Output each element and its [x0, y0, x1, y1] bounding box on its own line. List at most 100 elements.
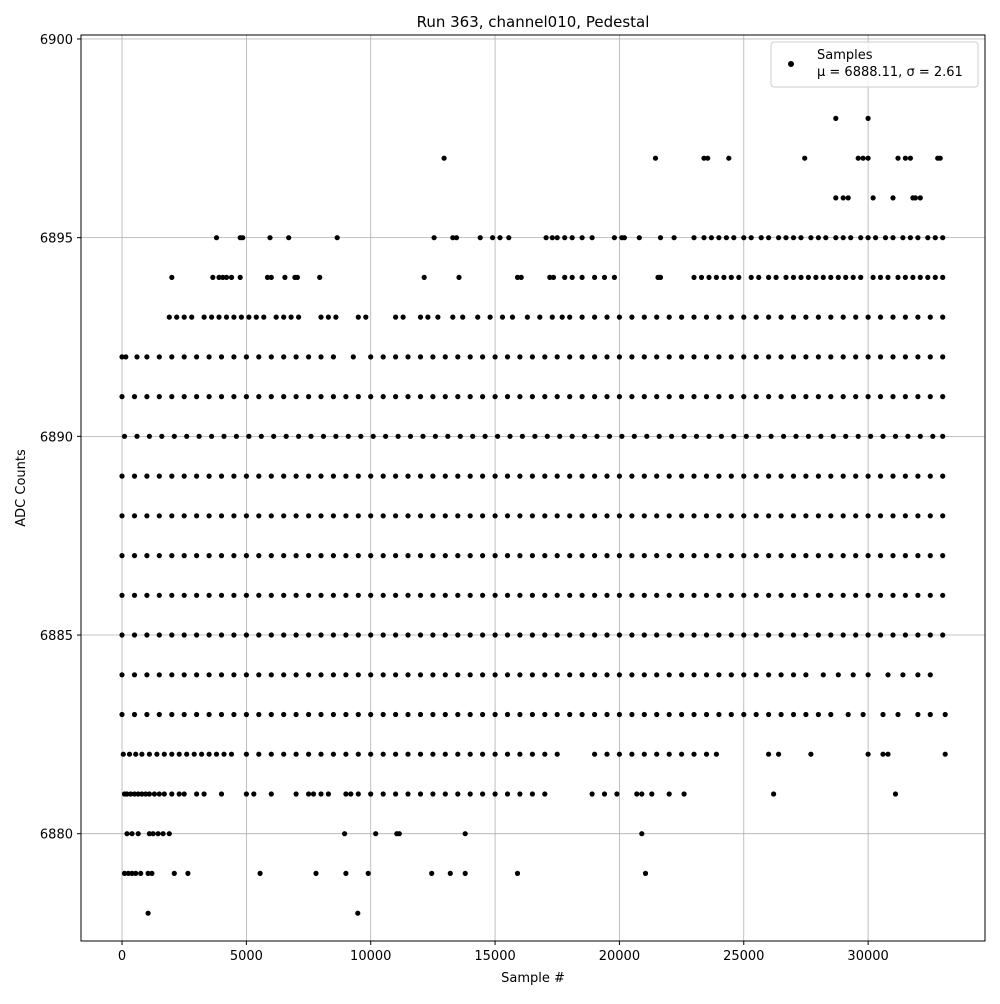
data-point	[181, 632, 187, 638]
data-point	[393, 394, 399, 400]
data-point	[554, 711, 560, 718]
data-point	[218, 394, 225, 400]
data-point	[231, 473, 237, 479]
data-point	[753, 632, 759, 638]
data-point	[343, 553, 349, 559]
data-point	[567, 354, 573, 360]
data-point	[766, 553, 772, 559]
data-point	[554, 553, 560, 559]
data-point	[218, 473, 225, 479]
data-point	[480, 632, 486, 638]
data-point	[480, 354, 486, 360]
data-point	[499, 314, 506, 320]
data-point	[171, 433, 177, 439]
data-point	[281, 513, 287, 519]
data-point	[417, 513, 424, 519]
data-point	[144, 513, 150, 519]
data-point	[216, 274, 222, 280]
data-point	[209, 433, 215, 439]
data-point	[145, 870, 151, 877]
data-point	[649, 791, 655, 797]
data-point	[793, 433, 799, 439]
data-point	[161, 791, 167, 797]
data-point	[616, 354, 623, 360]
data-point	[741, 314, 747, 320]
data-point	[542, 592, 548, 598]
data-point	[940, 592, 946, 598]
data-point	[873, 235, 879, 241]
data-point	[509, 314, 516, 320]
data-point	[467, 751, 473, 757]
data-point	[145, 910, 151, 916]
data-point	[144, 711, 150, 718]
data-point	[703, 394, 710, 400]
data-point	[135, 791, 141, 797]
x-tick-label: 15000	[474, 949, 515, 964]
data-point	[766, 394, 772, 400]
data-point	[529, 354, 536, 360]
data-point	[135, 831, 141, 837]
data-point	[131, 791, 138, 797]
data-point	[517, 711, 523, 718]
data-point	[604, 513, 610, 519]
data-point	[604, 751, 610, 757]
data-point	[121, 870, 128, 877]
data-point	[592, 394, 598, 400]
data-point	[641, 711, 647, 718]
data-point	[666, 513, 672, 519]
data-point	[927, 553, 933, 559]
data-point	[654, 751, 660, 757]
data-point	[820, 274, 826, 280]
data-point	[231, 553, 237, 559]
data-point	[865, 672, 871, 678]
data-point	[808, 235, 814, 241]
data-point	[927, 314, 933, 320]
data-point	[880, 711, 886, 718]
data-point	[877, 632, 884, 638]
data-point	[542, 513, 548, 519]
data-point	[781, 433, 787, 439]
data-point	[425, 314, 431, 320]
data-point	[492, 791, 498, 797]
data-point	[131, 592, 138, 598]
x-axis-label: Sample #	[501, 971, 565, 986]
data-point	[915, 553, 921, 559]
data-point	[621, 235, 628, 241]
data-point	[133, 751, 139, 757]
data-point	[828, 592, 834, 598]
data-point	[616, 513, 623, 519]
legend-box	[770, 41, 979, 88]
data-point	[293, 473, 299, 479]
data-point	[790, 553, 797, 559]
data-point	[482, 433, 488, 439]
data-point	[228, 751, 235, 757]
data-point	[373, 831, 379, 837]
data-point	[181, 592, 187, 598]
data-point	[815, 592, 822, 598]
data-point	[716, 592, 722, 598]
data-point	[940, 513, 946, 519]
data-point	[845, 195, 851, 201]
data-point	[237, 274, 243, 280]
data-point	[877, 592, 884, 598]
data-point	[455, 592, 461, 598]
data-point	[169, 711, 175, 718]
data-point	[890, 195, 896, 201]
data-point	[925, 235, 931, 241]
data-point	[243, 791, 249, 797]
data-point	[517, 354, 523, 360]
data-point	[430, 553, 436, 559]
data-point	[877, 394, 884, 400]
data-point	[679, 513, 685, 519]
data-point	[504, 751, 511, 757]
data-point	[393, 711, 399, 718]
data-point	[642, 870, 649, 877]
data-point	[865, 394, 871, 400]
data-point	[698, 274, 705, 280]
data-point	[345, 433, 351, 439]
data-point	[557, 433, 563, 439]
data-point	[815, 394, 822, 400]
data-point	[940, 274, 946, 280]
data-point	[492, 632, 498, 638]
